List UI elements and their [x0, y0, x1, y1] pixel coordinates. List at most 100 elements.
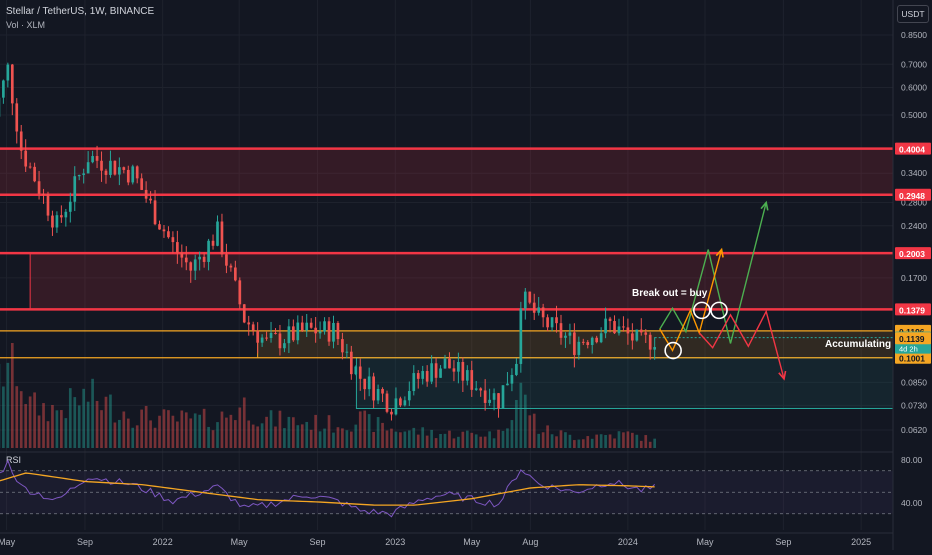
candle-body[interactable] [444, 359, 447, 369]
candle-body[interactable] [20, 131, 23, 150]
candle-body[interactable] [524, 292, 527, 309]
candle-body[interactable] [430, 363, 433, 381]
candle-body[interactable] [573, 332, 576, 354]
candle-body[interactable] [564, 336, 567, 338]
candle-body[interactable] [426, 371, 429, 382]
candle-body[interactable] [256, 331, 259, 343]
candle-body[interactable] [301, 323, 304, 331]
candle-body[interactable] [350, 352, 353, 374]
candle-body[interactable] [337, 323, 340, 339]
candle-body[interactable] [78, 175, 81, 176]
candle-body[interactable] [520, 309, 523, 364]
candle-body[interactable] [96, 156, 99, 161]
candle-body[interactable] [274, 333, 277, 334]
candle-body[interactable] [328, 321, 331, 341]
candle-body[interactable] [296, 323, 299, 341]
candle-body[interactable] [158, 224, 161, 229]
candle-body[interactable] [82, 173, 85, 175]
candle-body[interactable] [73, 176, 76, 202]
candle-body[interactable] [560, 323, 563, 338]
candle-body[interactable] [586, 342, 589, 345]
candle-body[interactable] [234, 267, 237, 280]
candle-body[interactable] [105, 171, 108, 175]
candle-body[interactable] [488, 400, 491, 403]
candle-body[interactable] [640, 330, 643, 333]
candle-body[interactable] [149, 199, 152, 201]
candle-body[interactable] [176, 242, 179, 253]
candle-body[interactable] [346, 352, 349, 353]
candle-body[interactable] [305, 323, 308, 331]
candle-body[interactable] [310, 323, 313, 328]
candle-body[interactable] [363, 379, 366, 389]
candle-body[interactable] [653, 347, 656, 350]
candle-body[interactable] [613, 321, 616, 333]
candle-body[interactable] [421, 371, 424, 379]
candle-body[interactable] [453, 368, 456, 371]
candle-body[interactable] [591, 338, 594, 345]
candle-body[interactable] [604, 319, 607, 334]
candle-body[interactable] [341, 339, 344, 352]
candle-body[interactable] [399, 398, 402, 405]
candle-body[interactable] [230, 266, 233, 268]
candle-body[interactable] [203, 257, 206, 262]
candle-body[interactable] [212, 241, 215, 246]
candle-body[interactable] [502, 385, 505, 408]
candle-body[interactable] [42, 194, 45, 195]
candle-body[interactable] [261, 338, 264, 343]
candle-body[interactable] [462, 362, 465, 381]
candle-body[interactable] [470, 370, 473, 390]
candle-body[interactable] [207, 241, 210, 262]
candle-body[interactable] [475, 388, 478, 389]
candle-body[interactable] [323, 321, 326, 331]
candle-body[interactable] [493, 393, 496, 400]
candle-body[interactable] [127, 170, 130, 182]
candle-body[interactable] [386, 394, 389, 412]
candle-body[interactable] [292, 326, 295, 340]
candle-body[interactable] [238, 280, 241, 304]
candle-body[interactable] [283, 343, 286, 348]
candle-body[interactable] [582, 342, 585, 343]
candle-body[interactable] [247, 322, 250, 324]
candle-body[interactable] [122, 167, 125, 170]
candle-body[interactable] [533, 303, 536, 313]
candle-body[interactable] [381, 389, 384, 394]
candle-body[interactable] [69, 202, 72, 212]
candle-body[interactable] [131, 166, 134, 182]
candle-body[interactable] [51, 216, 54, 228]
candle-body[interactable] [163, 229, 166, 231]
candle-body[interactable] [314, 328, 317, 334]
candle-body[interactable] [47, 194, 50, 215]
candle-body[interactable] [154, 200, 157, 224]
candle-body[interactable] [109, 161, 112, 175]
candle-body[interactable] [595, 338, 598, 342]
candle-body[interactable] [91, 156, 94, 162]
candle-body[interactable] [439, 368, 442, 377]
candle-body[interactable] [506, 384, 509, 386]
candle-body[interactable] [100, 161, 103, 171]
candle-body[interactable] [38, 181, 41, 193]
candle-body[interactable] [140, 178, 143, 190]
candle-body[interactable] [279, 333, 282, 348]
candle-body[interactable] [644, 332, 647, 334]
candle-body[interactable] [497, 393, 500, 408]
candle-body[interactable] [180, 253, 183, 258]
candle-body[interactable] [609, 319, 612, 321]
candle-body[interactable] [368, 376, 371, 389]
candle-body[interactable] [359, 367, 362, 379]
candle-body[interactable] [7, 65, 10, 81]
candle-body[interactable] [189, 262, 192, 270]
candle-body[interactable] [390, 412, 393, 415]
candle-body[interactable] [542, 307, 545, 317]
candle-body[interactable] [622, 326, 625, 327]
candle-body[interactable] [377, 389, 380, 400]
candle-body[interactable] [2, 80, 5, 97]
candle-body[interactable] [225, 254, 228, 265]
candle-body[interactable] [448, 359, 451, 369]
candle-body[interactable] [11, 65, 14, 104]
candle-body[interactable] [627, 327, 630, 333]
candle-body[interactable] [600, 333, 603, 342]
candle-body[interactable] [479, 388, 482, 390]
candle-body[interactable] [145, 190, 148, 199]
candle-body[interactable] [555, 317, 558, 323]
